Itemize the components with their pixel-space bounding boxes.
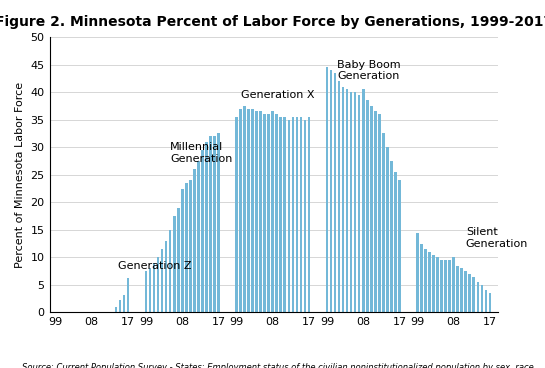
- Bar: [256, 112, 258, 312]
- Bar: [354, 92, 356, 312]
- Bar: [424, 249, 427, 312]
- Bar: [145, 271, 147, 312]
- Bar: [123, 295, 125, 312]
- Bar: [292, 117, 294, 312]
- Bar: [217, 134, 220, 312]
- Bar: [469, 274, 471, 312]
- Bar: [437, 257, 439, 312]
- Bar: [307, 117, 310, 312]
- Bar: [201, 150, 204, 312]
- Bar: [173, 216, 175, 312]
- Bar: [213, 136, 216, 312]
- Bar: [197, 161, 199, 312]
- Bar: [247, 109, 250, 312]
- Bar: [440, 260, 443, 312]
- Bar: [456, 266, 459, 312]
- Bar: [268, 114, 270, 312]
- Bar: [243, 106, 246, 312]
- Bar: [358, 95, 360, 312]
- Bar: [481, 285, 483, 312]
- Bar: [126, 278, 129, 312]
- Bar: [161, 249, 164, 312]
- Y-axis label: Percent of Minnesota Labor Force: Percent of Minnesota Labor Force: [15, 82, 25, 268]
- Text: Generation Z: Generation Z: [118, 261, 191, 271]
- Bar: [114, 307, 117, 312]
- Bar: [165, 241, 167, 312]
- Bar: [386, 147, 389, 312]
- Bar: [452, 257, 455, 312]
- Bar: [382, 134, 385, 312]
- Bar: [283, 117, 286, 312]
- Text: Generation X: Generation X: [240, 91, 314, 100]
- Bar: [295, 117, 298, 312]
- Text: Silent
Generation: Silent Generation: [466, 227, 528, 249]
- Bar: [362, 89, 365, 312]
- Bar: [374, 112, 377, 312]
- Bar: [205, 142, 208, 312]
- Bar: [304, 120, 306, 312]
- Bar: [444, 260, 447, 312]
- Bar: [416, 233, 419, 312]
- Bar: [394, 172, 397, 312]
- Bar: [350, 92, 353, 312]
- Bar: [488, 293, 491, 312]
- Bar: [346, 89, 348, 312]
- Bar: [275, 114, 278, 312]
- Bar: [432, 255, 435, 312]
- Bar: [420, 244, 423, 312]
- Bar: [366, 100, 368, 312]
- Bar: [189, 180, 192, 312]
- Bar: [259, 112, 262, 312]
- Bar: [330, 70, 332, 312]
- Bar: [370, 106, 373, 312]
- Text: Source: Current Population Survey - States: Employment status of the civilian no: Source: Current Population Survey - Stat…: [22, 363, 545, 368]
- Text: Baby Boom
Generation: Baby Boom Generation: [337, 60, 401, 81]
- Bar: [251, 109, 254, 312]
- Bar: [464, 271, 467, 312]
- Bar: [263, 114, 266, 312]
- Bar: [209, 136, 211, 312]
- Bar: [153, 263, 155, 312]
- Bar: [461, 268, 463, 312]
- Bar: [390, 161, 392, 312]
- Bar: [398, 180, 401, 312]
- Bar: [235, 117, 238, 312]
- Bar: [157, 257, 160, 312]
- Bar: [342, 86, 344, 312]
- Bar: [149, 268, 152, 312]
- Title: Figure 2. Minnesota Percent of Labor Force by Generations, 1999-2017: Figure 2. Minnesota Percent of Labor For…: [0, 15, 545, 29]
- Bar: [271, 112, 274, 312]
- Bar: [300, 117, 302, 312]
- Bar: [193, 169, 196, 312]
- Bar: [485, 290, 487, 312]
- Bar: [326, 67, 328, 312]
- Bar: [185, 183, 187, 312]
- Bar: [288, 120, 290, 312]
- Bar: [169, 230, 172, 312]
- Bar: [428, 252, 431, 312]
- Bar: [338, 81, 341, 312]
- Bar: [378, 114, 380, 312]
- Bar: [334, 73, 336, 312]
- Bar: [280, 117, 282, 312]
- Text: Millennial
Generation: Millennial Generation: [170, 142, 233, 164]
- Bar: [181, 188, 184, 312]
- Bar: [476, 282, 479, 312]
- Bar: [239, 109, 242, 312]
- Bar: [473, 277, 475, 312]
- Bar: [449, 260, 451, 312]
- Bar: [119, 300, 121, 312]
- Bar: [177, 208, 179, 312]
